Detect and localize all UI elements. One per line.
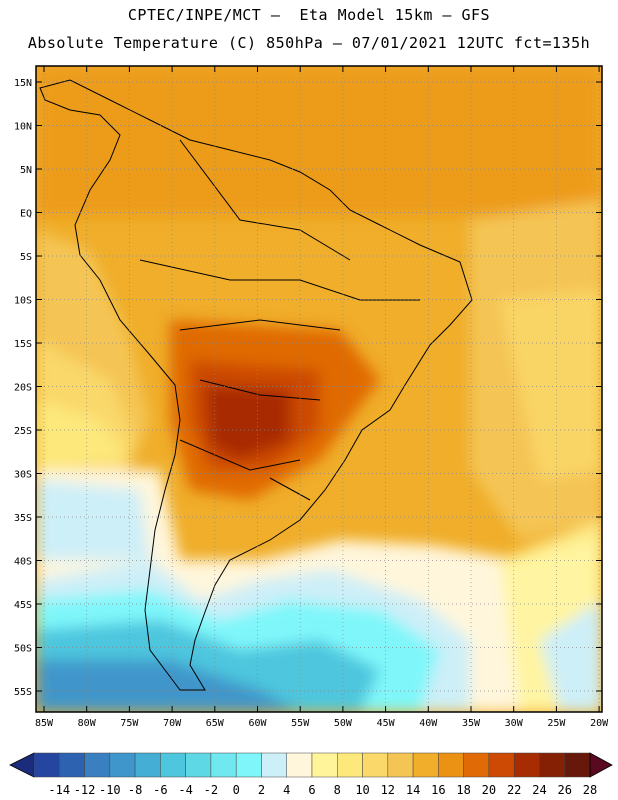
- temperature-field: [36, 66, 602, 712]
- colorbar-swatch: [134, 752, 161, 778]
- colorbar-label: 14: [406, 783, 420, 797]
- colorbar-swatch: [286, 752, 313, 778]
- colorbar-left-arrow: [9, 752, 35, 778]
- lat-label: 55S: [14, 687, 32, 698]
- colorbar-label: -10: [99, 783, 121, 797]
- lat-label: 35S: [14, 513, 32, 524]
- lon-label: 70W: [163, 718, 182, 729]
- colorbar-label: 2: [258, 783, 265, 797]
- colorbar-swatch: [412, 752, 439, 778]
- latitude-labels: 15N 10N 5N EQ 5S 10S 15S 20S 25S 30S 35S 40S 45S 50S 5…: [14, 78, 602, 698]
- lon-label: 60W: [248, 718, 267, 729]
- colorbar-swatch: [488, 752, 515, 778]
- colorbar-label: 6: [308, 783, 315, 797]
- colorbar-label: 12: [381, 783, 395, 797]
- colorbar-swatch: [438, 752, 464, 778]
- colorbar-label: 28: [583, 783, 597, 797]
- colorbar-swatch: [210, 752, 237, 778]
- colorbar-swatch: [185, 752, 212, 778]
- colorbar-label: 26: [558, 783, 572, 797]
- colorbar-swatch: [362, 752, 389, 778]
- colorbar-swatch: [59, 752, 85, 778]
- plot-frame: [35, 65, 603, 713]
- lon-label: 25W: [547, 718, 566, 729]
- colorbar-swatch: [463, 752, 490, 778]
- colorbar-swatch: [109, 752, 136, 778]
- lat-label: 30S: [14, 470, 32, 481]
- lat-label: EQ: [20, 209, 32, 220]
- lon-label: 40W: [419, 718, 438, 729]
- lat-label: 5S: [20, 252, 32, 263]
- lat-label: 15S: [14, 339, 32, 350]
- colorbar-swatch: [564, 752, 591, 778]
- lat-label: 50S: [14, 644, 32, 655]
- lat-label: 20S: [14, 383, 32, 394]
- lat-label: 45S: [14, 600, 32, 611]
- color-legend: -14 -12 -10 -8 -6 -4 -2 0 2 4 6 8 10 12 14 16 18 20 22 24 26…: [9, 752, 613, 797]
- lat-label: 10S: [14, 296, 32, 307]
- lat-label: 25S: [14, 426, 32, 437]
- colorbar-swatch: [539, 752, 565, 778]
- lat-label: 10N: [14, 122, 32, 133]
- map-title: CPTEC/INPE/MCT – Eta Model 15km – GFS: [127, 6, 491, 24]
- colorbar-label: 20: [482, 783, 496, 797]
- colorbar-swatch: [84, 752, 111, 778]
- lon-label: 30W: [505, 718, 524, 729]
- lon-label: 85W: [35, 718, 54, 729]
- colorbar-swatch: [513, 752, 540, 778]
- colorbar-label: 10: [355, 783, 369, 797]
- lon-label: 20W: [590, 718, 609, 729]
- colorbar-label: 22: [507, 783, 521, 797]
- colorbar-swatch: [235, 752, 262, 778]
- lon-label: 65W: [206, 718, 225, 729]
- colorbar-label: 4: [283, 783, 290, 797]
- colorbar-label: -2: [204, 783, 218, 797]
- colorbar-label: 16: [431, 783, 445, 797]
- colorbar-swatch: [337, 752, 363, 778]
- colorbar-swatch: [311, 752, 338, 778]
- lat-label: 5N: [20, 165, 32, 176]
- colorbar-swatch: [160, 752, 186, 778]
- map-subtitle: Absolute Temperature (C) 850hPa – 07/01/…: [27, 34, 591, 52]
- colorbar-label: -4: [178, 783, 192, 797]
- lat-label: 15N: [14, 78, 32, 89]
- colorbar-swatch: [261, 752, 287, 778]
- lon-label: 55W: [291, 718, 310, 729]
- colorbar-swatch: [387, 752, 414, 778]
- lon-label: 50W: [334, 718, 353, 729]
- colorbar-swatch: [33, 752, 60, 778]
- colorbar-label: -12: [74, 783, 96, 797]
- lon-label: 35W: [462, 718, 481, 729]
- lon-label: 80W: [78, 718, 97, 729]
- longitude-labels: 85W 80W 75W 70W 65W 60W 55W 50W 45W 40W 35W 30W 25W 2…: [35, 66, 609, 729]
- lon-label: 75W: [120, 718, 139, 729]
- colorbar-label: -14: [48, 783, 70, 797]
- colorbar-label: 18: [456, 783, 470, 797]
- colorbar-label: 24: [532, 783, 546, 797]
- lon-label: 45W: [377, 718, 396, 729]
- colorbar-label: -8: [128, 783, 142, 797]
- colorbar-right-arrow: [589, 752, 613, 778]
- colorbar-label: -6: [153, 783, 167, 797]
- colorbar-label: 8: [334, 783, 341, 797]
- colorbar-label: 0: [233, 783, 240, 797]
- lat-label: 40S: [14, 557, 32, 568]
